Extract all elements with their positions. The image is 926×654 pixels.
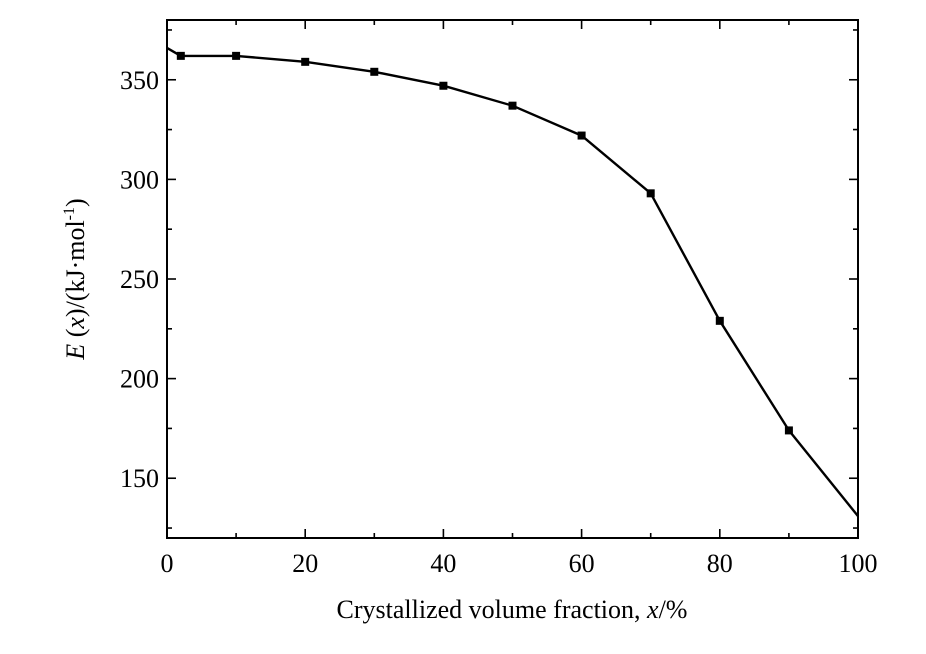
series-line [166,46,859,517]
y-tick-label: 350 [120,66,159,95]
data-point-marker [232,51,241,60]
x-tick-labels: 0 20 40 60 80 100 [161,549,878,578]
x-tick-label: 60 [569,549,595,578]
x-axis-title-var: x [646,595,659,624]
x-axis-title-part-2: /% [659,595,688,624]
data-point-marker [646,189,655,198]
y-axis-title-var: x [61,317,90,330]
data-point-marker [577,131,586,140]
y-tick-label: 250 [120,265,159,294]
data-point-marker [508,101,517,110]
y-tick-labels: 150 200 250 300 350 [120,66,159,493]
x-axis-title-part-1: Crystallized volume fraction, [337,595,647,624]
data-point-marker [439,81,448,90]
data-point-marker [301,57,310,66]
plot-frame [166,19,859,539]
x-axis-title: Crystallized volume fraction, x/% [337,595,688,624]
x-tick-label: 20 [292,549,318,578]
data-point-marker [176,51,185,60]
y-tick-label: 300 [120,165,159,194]
y-axis-title-unit: )/(kJ·mol [61,220,90,317]
data-point-marker [715,316,724,325]
y-tick-label: 200 [120,365,159,394]
x-tick-label: 80 [707,549,733,578]
y-axis-title-open: ( [61,329,90,344]
y-tick-label: 150 [120,464,159,493]
axis-ticks [166,20,859,538]
series-markers [176,51,793,435]
x-tick-label: 40 [430,549,456,578]
x-tick-label: 100 [839,549,878,578]
y-axis-title-end: ) [61,198,90,207]
y-axis-title: E (x)/(kJ·mol-1) [61,198,90,360]
data-point-marker [370,67,379,76]
data-point-marker [784,426,793,435]
x-tick-label: 0 [161,549,174,578]
y-axis-title-sup: -1 [61,207,78,220]
y-axis-title-e: E [61,344,90,361]
